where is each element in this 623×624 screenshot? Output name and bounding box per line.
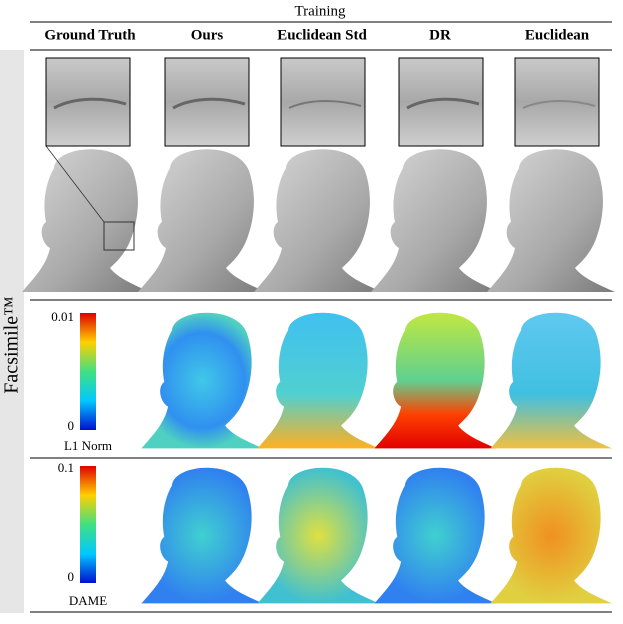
- column-header: Ground Truth: [44, 27, 136, 43]
- colorbar-label: L1 Norm: [64, 438, 112, 453]
- colorbar-max: 0.1: [58, 460, 74, 475]
- error-row: 0.01 0 L1 Norm: [51, 309, 613, 453]
- column-header: Euclidean: [525, 27, 590, 43]
- colorbar-min: 0: [68, 418, 75, 433]
- column-header: Ours: [191, 27, 224, 43]
- column-header: DR: [429, 27, 451, 43]
- column-header: Euclidean Std: [277, 27, 367, 43]
- colorbar-max: 0.01: [51, 309, 74, 324]
- row-label: Facsimile™: [1, 296, 23, 393]
- dame-row: 0.1 0 DAME: [58, 460, 613, 608]
- group-title: Training: [294, 3, 346, 19]
- colorbar: [80, 313, 96, 430]
- zoom-row: [45, 57, 600, 147]
- sidebar: [0, 50, 24, 613]
- colorbar: [80, 466, 96, 583]
- colorbar-min: 0: [68, 569, 75, 584]
- head-row: [22, 145, 615, 292]
- colorbar-label: DAME: [69, 593, 107, 608]
